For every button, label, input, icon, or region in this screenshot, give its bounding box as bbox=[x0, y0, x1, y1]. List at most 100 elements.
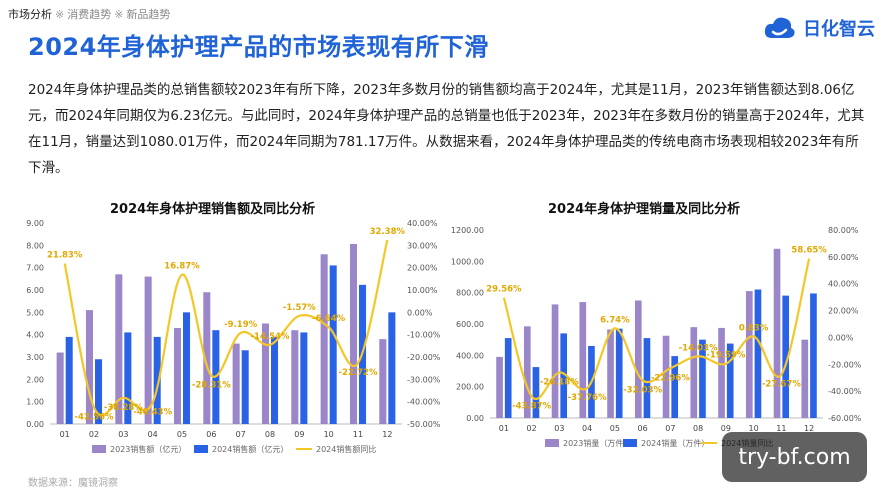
bar-2024 bbox=[643, 338, 651, 418]
yoy-data-label: -14.54% bbox=[251, 332, 290, 342]
y-left-tick-label: 2.00 bbox=[26, 375, 44, 384]
yoy-data-label: -14.03% bbox=[679, 343, 718, 353]
yoy-data-label: 29.56% bbox=[486, 285, 522, 295]
yoy-data-label: -22.96% bbox=[651, 373, 690, 383]
bar-2023 bbox=[232, 343, 240, 424]
y-left-tick-label: 200.00 bbox=[456, 383, 484, 392]
x-tick-label: 08 bbox=[265, 430, 275, 439]
yoy-data-label: -43.87% bbox=[512, 401, 551, 411]
breadcrumb-separator: ※ bbox=[114, 8, 124, 21]
y-left-tick-label: 8.00 bbox=[26, 241, 44, 250]
legend-label-yoy: 2024销售额同比 bbox=[316, 444, 376, 454]
bar-2023 bbox=[349, 243, 357, 424]
x-tick-label: 04 bbox=[582, 424, 592, 433]
volume-chart: 0.00 200.00 400.00 600.00 800.00 1000.00 1200.… bbox=[451, 226, 862, 448]
y-right-tick-label: -10.00% bbox=[407, 331, 441, 340]
bar-2024 bbox=[532, 367, 540, 418]
bar-2024 bbox=[65, 336, 73, 424]
yoy-data-label: -42.56% bbox=[75, 412, 114, 422]
y-left-tick-label: 1000.00 bbox=[451, 257, 484, 266]
bar-2024 bbox=[560, 333, 568, 418]
bar-2023 bbox=[662, 335, 670, 418]
breadcrumb-separator: ※ bbox=[55, 8, 65, 21]
y-left-tick-label: 4.00 bbox=[26, 331, 44, 340]
bar-2023 bbox=[523, 326, 531, 418]
y-right-tick-label: -60.00% bbox=[828, 414, 862, 423]
yoy-data-label: 16.87% bbox=[164, 262, 200, 272]
y-left-tick-label: 1.00 bbox=[26, 398, 44, 407]
sales-chart: 0.00 1.00 2.00 3.00 4.00 5.00 6.00 7.00 8.00 9.00… bbox=[26, 219, 441, 454]
bar-2023 bbox=[718, 327, 725, 418]
yoy-data-label: -38.28% bbox=[104, 403, 143, 413]
y-right-tick-label: -20.00% bbox=[407, 353, 441, 362]
bar-2024 bbox=[699, 339, 706, 418]
x-tick-label: 04 bbox=[148, 430, 158, 439]
x-tick-label: 12 bbox=[804, 424, 814, 433]
y-left-tick-label: 600.00 bbox=[456, 320, 484, 329]
bar-2023 bbox=[690, 327, 698, 418]
breadcrumb-current[interactable]: 市场分析 bbox=[8, 8, 52, 21]
bar-2024 bbox=[754, 289, 762, 418]
bar-2023 bbox=[85, 310, 93, 424]
legend-label-2023: 2023销售额（亿元） bbox=[110, 444, 186, 454]
x-tick-label: 06 bbox=[206, 430, 216, 439]
x-tick-label: 02 bbox=[89, 430, 99, 439]
legend-label-2023: 2023销量（万件） bbox=[563, 438, 631, 448]
breadcrumb-item-consumer-trends[interactable]: 消费趋势 bbox=[67, 8, 112, 21]
watermark: try-bf.com bbox=[722, 432, 867, 482]
x-tick-label: 01 bbox=[60, 430, 70, 439]
bar-2024 bbox=[726, 343, 734, 418]
bar-2023 bbox=[56, 352, 64, 424]
yoy-data-label: -6.64% bbox=[312, 314, 345, 324]
x-tick-label: 10 bbox=[749, 424, 759, 433]
x-tick-label: 08 bbox=[693, 424, 703, 433]
y-right-tick-label: -40.00% bbox=[828, 387, 862, 396]
page-title: 2024年身体护理产品的市场表现有所下滑 bbox=[28, 33, 489, 61]
chart-title-volume: 2024年身体护理销量及同比分析 bbox=[548, 202, 741, 217]
bar-2024 bbox=[153, 336, 161, 424]
x-tick-label: 02 bbox=[527, 424, 537, 433]
bar-2023 bbox=[261, 323, 269, 424]
y-right-tick-label: 20.00% bbox=[407, 264, 438, 273]
bar-2023 bbox=[144, 276, 152, 424]
x-tick-label: 03 bbox=[554, 424, 564, 433]
breadcrumb: 市场分析 ※ 消费趋势 ※ 新品趋势 bbox=[8, 6, 170, 22]
y-right-tick-label: 30.00% bbox=[407, 241, 438, 250]
yoy-data-label: -22.72% bbox=[339, 368, 378, 378]
legend-swatch-2023 bbox=[545, 439, 559, 447]
cloud-logo-icon bbox=[764, 17, 795, 38]
yoy-data-label: 21.83% bbox=[47, 251, 83, 261]
legend-label-2024: 2024销售额（亿元） bbox=[212, 444, 288, 454]
x-tick-label: 07 bbox=[665, 424, 675, 433]
bar-2023 bbox=[579, 302, 587, 418]
bar-2023 bbox=[496, 356, 503, 418]
bar-2023 bbox=[745, 291, 753, 418]
y-right-tick-label: 0.00% bbox=[407, 308, 433, 317]
y-left-tick-label: 3.00 bbox=[26, 353, 44, 362]
bar-2024 bbox=[504, 338, 512, 418]
bar-2023 bbox=[607, 329, 614, 418]
yoy-data-label: -37.76% bbox=[568, 393, 607, 403]
yoy-data-label: -1.57% bbox=[283, 303, 316, 313]
y-left-tick-label: 800.00 bbox=[456, 289, 484, 298]
y-right-tick-label: 0.00% bbox=[828, 333, 854, 342]
breadcrumb-item-new-product-trends[interactable]: 新品趋势 bbox=[126, 8, 171, 21]
y-right-tick-label: -20.00% bbox=[828, 360, 862, 369]
yoy-data-label: 58.65% bbox=[791, 246, 827, 256]
bar-2024 bbox=[95, 359, 103, 424]
logo-text: 日化智云 bbox=[803, 19, 875, 40]
bar-2023 bbox=[379, 339, 387, 424]
bar-2023 bbox=[203, 292, 211, 424]
y-left-tick-label: 6.00 bbox=[26, 286, 44, 295]
y-right-tick-label: -40.00% bbox=[407, 398, 441, 407]
bar-2024 bbox=[810, 293, 817, 418]
bar-2024 bbox=[329, 265, 337, 424]
y-left-tick-label: 5.00 bbox=[26, 308, 44, 317]
bar-2024 bbox=[124, 332, 132, 424]
yoy-data-label: -28.31% bbox=[192, 381, 231, 391]
bar-2024 bbox=[388, 312, 396, 424]
data-source: 数据来源：魔镜洞察 bbox=[28, 478, 118, 489]
legend-swatch-2024 bbox=[194, 445, 208, 453]
y-right-tick-label: 20.00% bbox=[828, 307, 859, 316]
bar-2023 bbox=[291, 330, 299, 424]
